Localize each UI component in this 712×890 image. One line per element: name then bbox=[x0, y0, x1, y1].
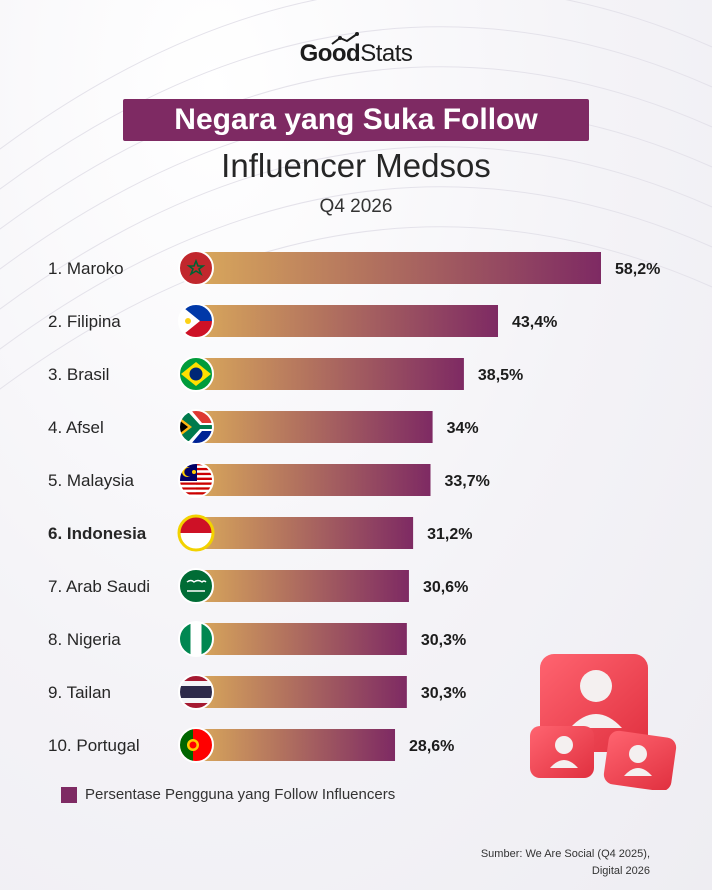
value-label: 34% bbox=[447, 420, 479, 437]
morocco-flag-icon bbox=[178, 250, 214, 286]
category-label: 3. Brasil bbox=[48, 365, 109, 384]
brazil-flag-icon bbox=[178, 356, 214, 392]
logo-graph-icon bbox=[331, 32, 359, 45]
bar bbox=[196, 411, 433, 443]
bar bbox=[196, 252, 601, 284]
nigeria-flag-icon bbox=[178, 621, 214, 657]
source-line1: Sumber: We Are Social (Q4 2025), bbox=[480, 848, 650, 860]
value-label: 30,3% bbox=[421, 632, 466, 649]
category-label: 7. Arab Saudi bbox=[48, 577, 150, 596]
category-label: 10. Portugal bbox=[48, 736, 140, 755]
chart-legend: Persentase Pengguna yang Follow Influenc… bbox=[61, 786, 395, 803]
category-label: 6. Indonesia bbox=[48, 524, 147, 543]
value-label: 58,2% bbox=[615, 261, 660, 278]
category-label: 5. Malaysia bbox=[48, 471, 135, 490]
legend-swatch bbox=[61, 786, 77, 803]
logo-bold-text: Good bbox=[299, 40, 361, 67]
indonesia-flag-icon bbox=[177, 514, 215, 552]
legend-label: Persentase Pengguna yang Follow Influenc… bbox=[85, 786, 396, 803]
value-label: 33,7% bbox=[445, 473, 490, 490]
bar bbox=[196, 570, 409, 602]
thailand-flag-icon bbox=[178, 674, 214, 710]
category-label: 4. Afsel bbox=[48, 418, 104, 437]
saudi-arabia-flag-icon bbox=[178, 568, 214, 604]
value-label: 30,6% bbox=[423, 579, 468, 596]
bar bbox=[196, 305, 499, 337]
person-bubble-icon bbox=[530, 654, 677, 790]
title-banner: Negara yang Suka Follow bbox=[123, 99, 589, 141]
value-label: 38,5% bbox=[478, 367, 523, 384]
south-africa-flag-icon bbox=[178, 409, 214, 445]
bar bbox=[196, 676, 407, 708]
category-label: 1. Maroko bbox=[48, 259, 124, 278]
category-label: 8. Nigeria bbox=[48, 630, 121, 649]
value-label: 28,6% bbox=[409, 738, 454, 755]
source-line2: Digital 2026 bbox=[591, 865, 650, 877]
value-label: 43,4% bbox=[512, 314, 557, 331]
value-label: 30,3% bbox=[421, 685, 466, 702]
bar bbox=[196, 517, 414, 549]
category-label: 2. Filipina bbox=[48, 312, 121, 331]
philippines-flag-icon bbox=[178, 303, 214, 339]
bar bbox=[196, 729, 396, 761]
bar bbox=[196, 358, 464, 390]
portugal-flag-icon bbox=[178, 727, 214, 763]
category-label: 9. Tailan bbox=[48, 683, 111, 702]
page-title-line2: Influencer Medsos bbox=[221, 147, 491, 184]
source-note: Sumber: We Are Social (Q4 2025), Digital… bbox=[470, 846, 650, 880]
value-label: 31,2% bbox=[427, 526, 472, 543]
bar bbox=[196, 623, 407, 655]
page-subtitle: Q4 2026 bbox=[319, 196, 393, 217]
malaysia-flag-icon bbox=[178, 462, 214, 498]
bar bbox=[196, 464, 431, 496]
goodstats-logo: GoodStats bbox=[0, 40, 712, 68]
logo-light-text: Stats bbox=[360, 40, 413, 67]
